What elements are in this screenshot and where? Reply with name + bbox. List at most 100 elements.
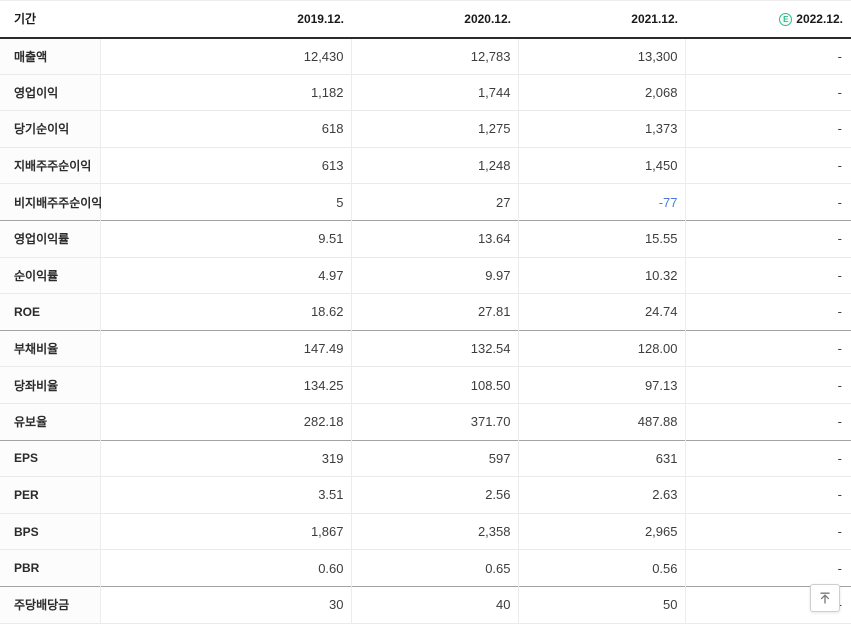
metric-value-text: - [837, 48, 842, 64]
metric-value-text: 132.54 [470, 341, 511, 357]
metric-value: - [684, 513, 851, 550]
metric-value-text: - [837, 304, 842, 320]
table-row: 비지배주주순이익 5 27 -77 - [0, 183, 851, 221]
metric-label: 당좌비율 [0, 366, 100, 404]
metric-value-text: 5 [336, 194, 344, 210]
metric-value: 12,430 [99, 37, 351, 75]
metric-value-text: - [837, 158, 842, 174]
metric-label: 순이익률 [0, 257, 100, 294]
arrow-up-to-top-icon [818, 591, 832, 605]
metric-value: 13,300 [517, 37, 685, 75]
column-header-2019: 2019.12. [297, 11, 344, 26]
metric-value: 1,182 [99, 74, 351, 111]
metric-value: 1,450 [517, 147, 685, 184]
metric-value-text: 12,430 [303, 48, 344, 64]
metric-value-text: - [837, 487, 842, 503]
metric-value: 147.49 [99, 330, 351, 367]
metric-value: 2,358 [350, 513, 518, 550]
table-row: 순이익률 4.97 9.97 10.32 - [0, 257, 851, 294]
metric-value-text: 10.32 [644, 267, 678, 283]
table-row: 영업이익 1,182 1,744 2,068 - [0, 74, 851, 111]
metric-value: -77 [517, 183, 685, 221]
metric-label: 비지배주주순이익 [0, 183, 102, 221]
metric-value: 5 [99, 183, 351, 221]
metric-value: - [684, 110, 851, 148]
metric-value-text: - [837, 560, 842, 576]
estimate-badge-icon: E [779, 12, 793, 26]
metric-label: PER [0, 476, 100, 514]
metric-value: 9.51 [99, 220, 351, 258]
metric-value: 2.63 [517, 476, 685, 514]
table-row: PER 3.51 2.56 2.63 - [0, 476, 851, 514]
metric-value-text: 12,783 [470, 48, 511, 64]
metric-value: - [684, 549, 851, 587]
metric-value: - [684, 37, 851, 75]
metric-value: - [684, 74, 851, 111]
metric-value-text: 3.51 [318, 487, 344, 503]
metric-value: 18.62 [99, 293, 351, 331]
metric-value: 487.88 [517, 403, 685, 441]
metric-value: - [684, 293, 851, 331]
metric-value-text: 631 [655, 450, 678, 466]
metric-value-text: 1,373 [644, 121, 678, 137]
table-header-row: 기간 2019.12. 2020.12. 2021.12. E 2022.12. [0, 0, 851, 38]
metric-value-text: 1,275 [477, 121, 511, 137]
metric-value: - [684, 257, 851, 294]
metric-value-text: 9.51 [318, 231, 344, 247]
metric-value-text: - [837, 341, 842, 357]
metric-value: 282.18 [99, 403, 351, 441]
metric-value-text: 27.81 [477, 304, 511, 320]
metric-value: 1,275 [350, 110, 518, 148]
metric-label: 영업이익률 [0, 220, 100, 258]
metric-value-text: - [837, 121, 842, 137]
metric-value: 13.64 [350, 220, 518, 258]
column-header-2022-estimate: E 2022.12. [685, 1, 851, 38]
metric-value-text: -77 [658, 194, 678, 210]
metric-value-text: 40 [496, 597, 511, 613]
metric-value: - [684, 476, 851, 514]
table-row: 당기순이익 618 1,275 1,373 - [0, 110, 851, 148]
metric-value-text: 1,248 [477, 158, 511, 174]
metric-value: 27 [350, 183, 518, 221]
metric-value-text: 18.62 [310, 304, 344, 320]
metric-value: 108.50 [350, 366, 518, 404]
metric-label: EPS [0, 440, 100, 477]
metric-label: BPS [0, 513, 100, 550]
metric-value-text: - [837, 377, 842, 393]
metric-label: 부채비율 [0, 330, 100, 367]
metric-value: 319 [99, 440, 351, 477]
metric-value-text: 282.18 [303, 414, 344, 430]
metric-value: 1,744 [350, 74, 518, 111]
metric-value: - [684, 220, 851, 258]
metric-value-text: 2,965 [644, 524, 678, 540]
metric-value: 128.00 [517, 330, 685, 367]
metric-value-text: 2,068 [644, 84, 678, 100]
metric-value: 618 [99, 110, 351, 148]
metric-value-text: 9.97 [485, 267, 511, 283]
metric-value-text: 371.70 [470, 414, 511, 430]
metric-label: ROE [0, 293, 100, 331]
metric-value: 0.56 [517, 549, 685, 587]
metric-value-text: 97.13 [644, 377, 678, 393]
table-row: 부채비율 147.49 132.54 128.00 - [0, 330, 851, 367]
metric-value-text: 2,358 [477, 524, 511, 540]
scroll-to-top-button[interactable] [810, 584, 840, 612]
metric-value: 0.60 [99, 549, 351, 587]
metric-value: - [684, 366, 851, 404]
metric-value: 12,783 [350, 37, 518, 75]
metric-value: 15.55 [517, 220, 685, 258]
metric-value: 9.97 [350, 257, 518, 294]
metric-value-text: - [837, 194, 842, 210]
metric-value-text: 1,182 [310, 84, 344, 100]
metric-value: 631 [517, 440, 685, 477]
metric-value-text: 487.88 [637, 414, 678, 430]
metric-label: PBR [0, 549, 100, 587]
metric-value-text: 13.64 [477, 231, 511, 247]
metric-value-text: - [837, 524, 842, 540]
metric-value-text: - [837, 414, 842, 430]
metric-value-text: 597 [488, 450, 511, 466]
metric-value-text: 147.49 [303, 341, 344, 357]
period-column-header: 기간 [14, 12, 37, 27]
metric-value: - [684, 440, 851, 477]
